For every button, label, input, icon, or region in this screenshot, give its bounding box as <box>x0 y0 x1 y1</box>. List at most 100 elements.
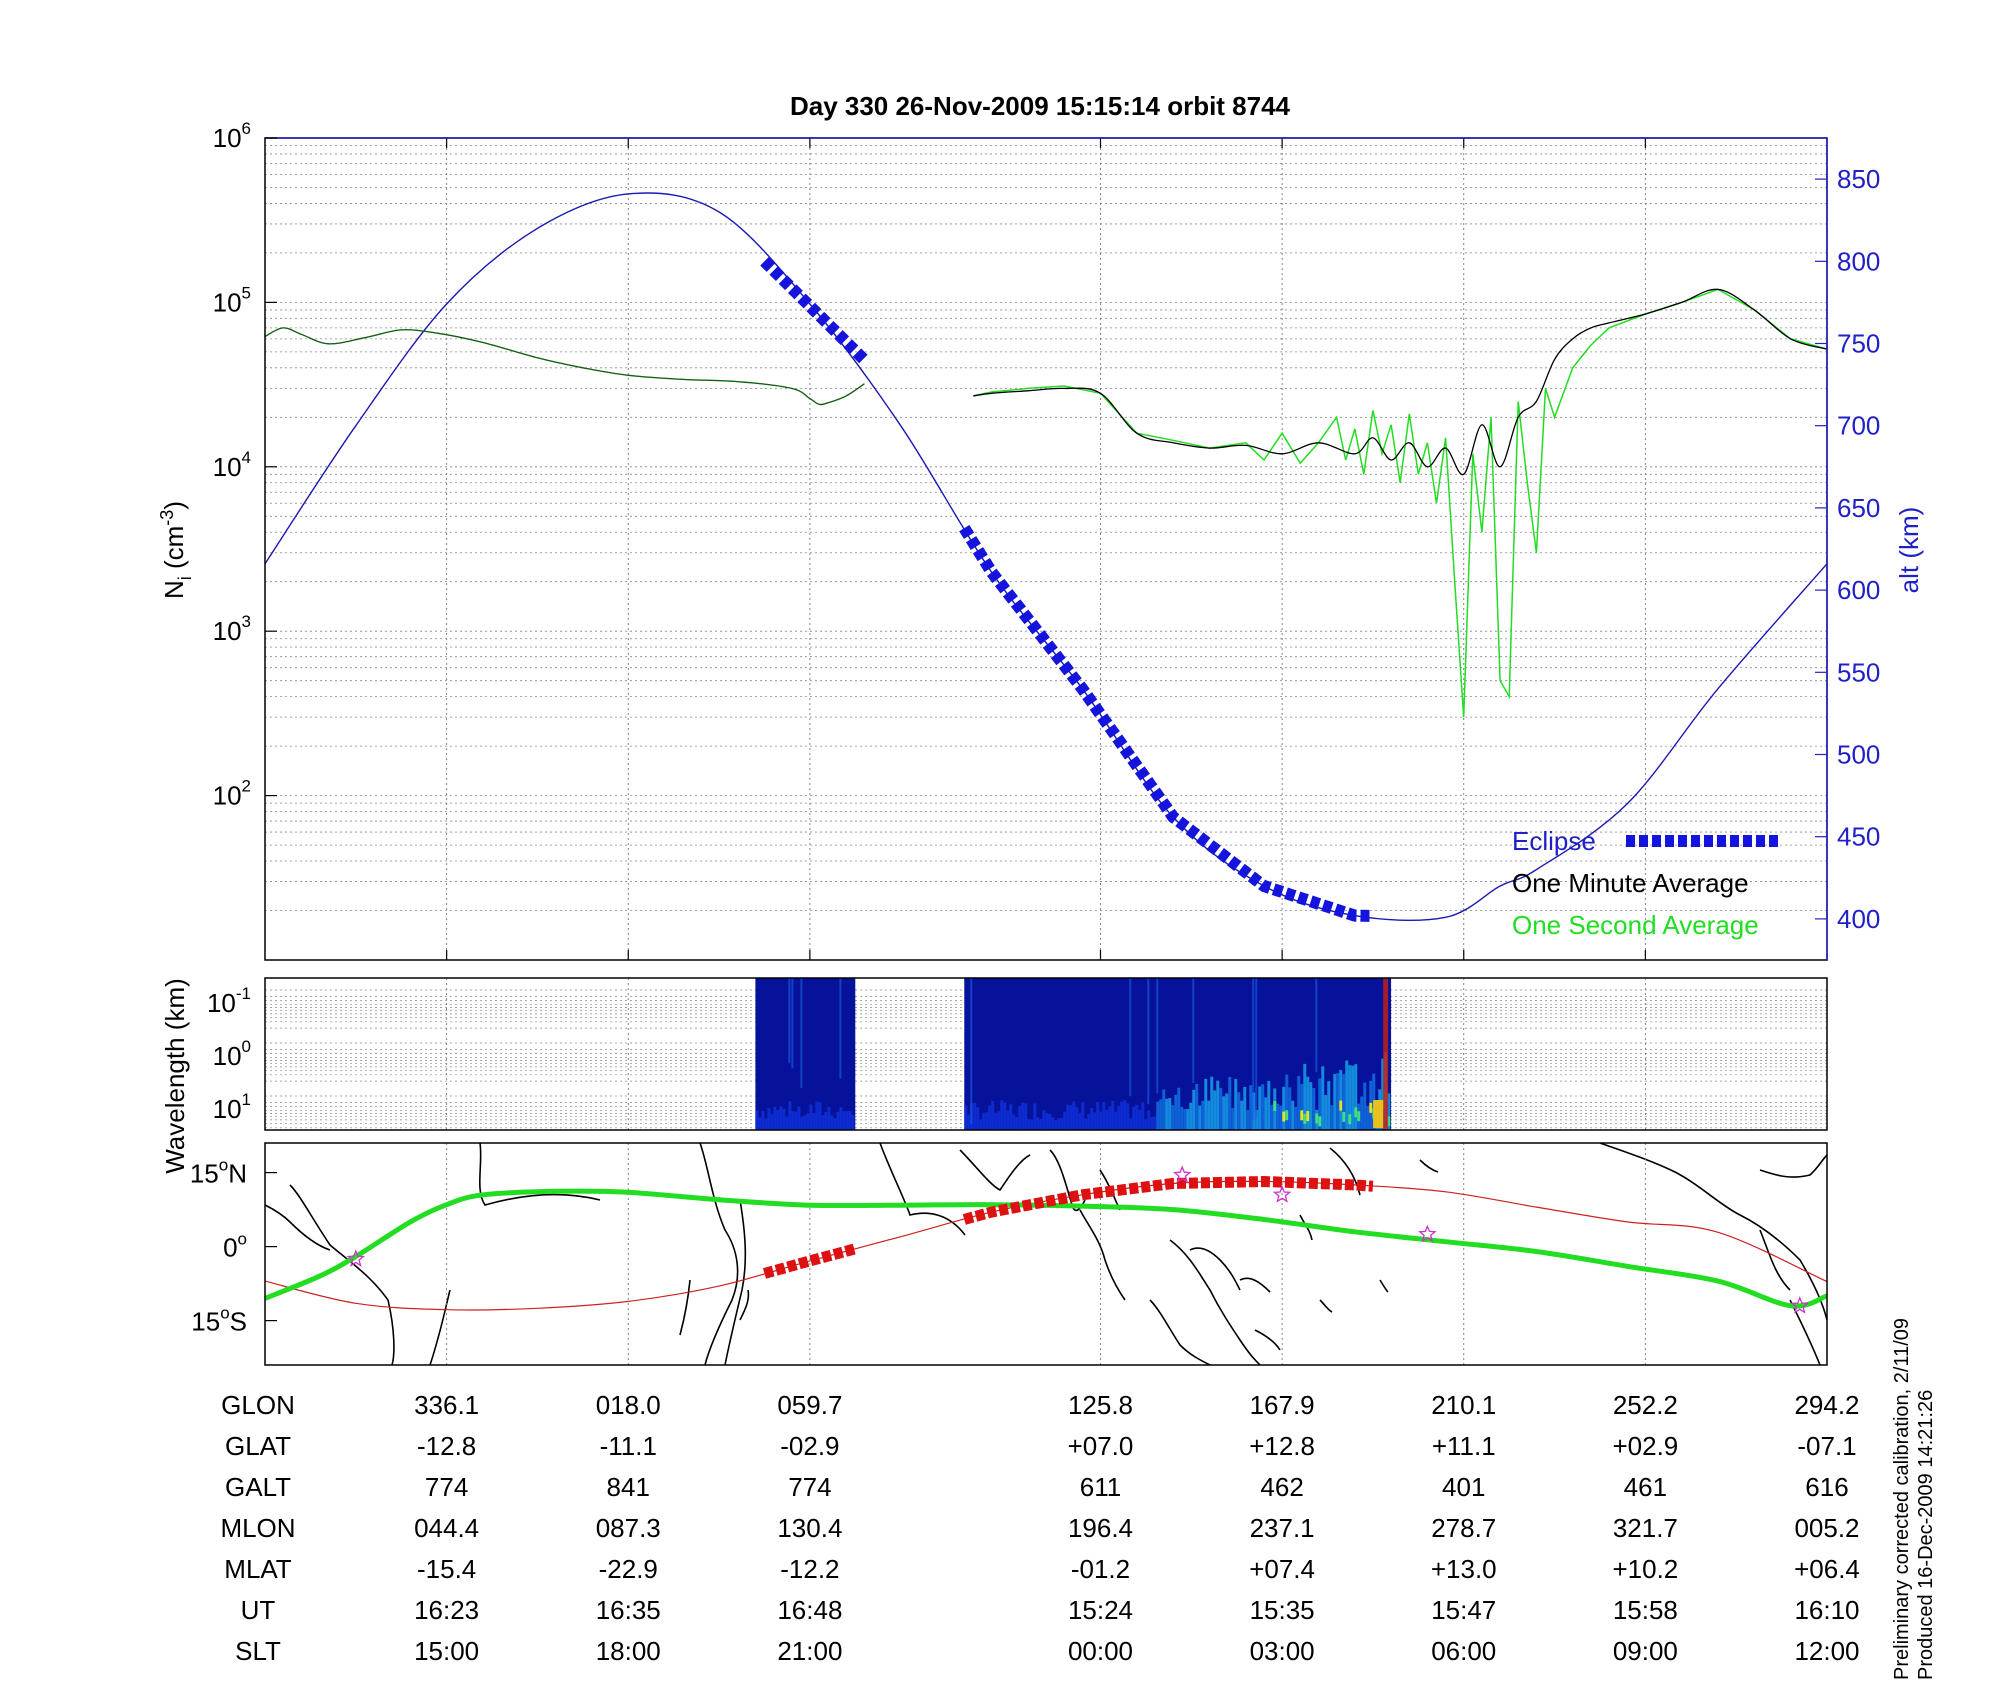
spectrogram-column <box>1306 1111 1310 1122</box>
spectrogram-column <box>776 1110 780 1130</box>
spectrogram-column <box>1051 1117 1055 1130</box>
spectrogram-column <box>1168 1098 1172 1130</box>
spectrogram-column <box>1132 1106 1136 1130</box>
spectrogram-column <box>1027 1119 1031 1130</box>
table-cell: 044.4 <box>414 1513 479 1543</box>
table-cell: 336.1 <box>414 1390 479 1420</box>
spectrogram-column <box>1237 1092 1241 1130</box>
eclipse-markers <box>760 257 1373 922</box>
spectrogram-column <box>1348 1114 1352 1125</box>
spectrogram-column <box>827 1106 831 1130</box>
table-cell: 616 <box>1805 1472 1848 1502</box>
spectrogram-column <box>1066 1104 1070 1130</box>
spectrogram-streak <box>839 978 842 1079</box>
coastline <box>1319 1299 1333 1313</box>
density-tick-label: 103 <box>213 612 251 646</box>
table-cell: 16:48 <box>777 1595 842 1625</box>
spectrogram-column <box>1351 1065 1355 1130</box>
spectrogram-column <box>1387 1093 1391 1130</box>
eclipse-track-segment <box>962 1175 1374 1225</box>
spectrogram-column <box>1111 1100 1115 1130</box>
spectrogram-column <box>818 1102 822 1130</box>
spectrogram-column <box>1000 1100 1004 1130</box>
spectrogram-column <box>1144 1118 1148 1130</box>
spectrogram-column <box>1075 1107 1079 1130</box>
coastline <box>1254 1329 1281 1351</box>
spectrogram-column <box>1057 1118 1061 1130</box>
table-cell: -12.8 <box>417 1431 476 1461</box>
coastline <box>478 1142 601 1206</box>
spectrogram-column <box>1171 1105 1175 1130</box>
table-cell: 841 <box>607 1472 650 1502</box>
table-cell: 252.2 <box>1613 1390 1678 1420</box>
spectrogram-segments <box>755 978 1392 1130</box>
spectrogram-column <box>1273 1101 1277 1112</box>
table-cell: 16:35 <box>596 1595 661 1625</box>
spectrogram-column <box>1363 1082 1367 1130</box>
coastline <box>1239 1277 1271 1293</box>
spectrogram-column <box>1042 1110 1046 1130</box>
spectrogram-column <box>1333 1073 1337 1130</box>
spectrogram-column <box>1294 1106 1298 1130</box>
coastline <box>1759 1229 1791 1291</box>
spectrogram-column <box>809 1104 813 1130</box>
wavelength-axis-label: Wavelength (km) <box>160 978 190 1174</box>
spectrogram-column <box>1117 1105 1121 1130</box>
density-tick-label: 102 <box>213 777 251 811</box>
density-axis-label: Ni (cm-3) <box>157 501 195 599</box>
spectrogram-column <box>1300 1110 1304 1121</box>
wavelength-tick-label: 10-1 <box>207 984 251 1018</box>
spectrogram-column <box>1135 1104 1139 1130</box>
spectrogram-column <box>1177 1087 1181 1130</box>
station-star-icon <box>1172 1165 1192 1183</box>
spectrogram-column <box>1159 1099 1163 1130</box>
spectrogram-column <box>815 1101 819 1130</box>
spectrogram-column <box>1099 1111 1103 1130</box>
spectrogram-column <box>839 1107 843 1130</box>
coastline <box>1599 1142 1828 1321</box>
spectrogram-column <box>967 1114 971 1130</box>
spectrogram-column <box>779 1106 783 1130</box>
table-cell: 774 <box>425 1472 468 1502</box>
spectrogram-column <box>812 1112 816 1130</box>
spectrogram-streak <box>1156 978 1159 1094</box>
spectrogram-column <box>1342 1074 1346 1130</box>
table-row-label: GLAT <box>225 1431 291 1461</box>
table-cell: 237.1 <box>1250 1513 1315 1543</box>
spectrogram-column <box>1180 1106 1184 1130</box>
coastline <box>1789 1299 1821 1366</box>
spectrogram-streak <box>1147 978 1150 1105</box>
table-cell: 130.4 <box>777 1513 842 1543</box>
spectrogram-column <box>791 1111 795 1130</box>
spectrogram-column <box>1345 1060 1349 1130</box>
spectrogram-column <box>1087 1113 1091 1130</box>
table-cell: 18:00 <box>596 1636 661 1666</box>
spectrogram-column <box>1243 1086 1247 1130</box>
table-cell: 210.1 <box>1431 1390 1496 1420</box>
spectrogram-column <box>1258 1086 1262 1130</box>
table-cell: +07.0 <box>1068 1431 1134 1461</box>
spectrogram-column <box>1279 1105 1283 1130</box>
table-cell: +10.2 <box>1612 1554 1678 1584</box>
spectrogram-column <box>830 1115 834 1130</box>
latitude-tick-label: 15oN <box>190 1156 247 1189</box>
table-row-label: MLON <box>220 1513 295 1543</box>
spectrogram-column <box>1387 1116 1391 1127</box>
table-cell: +07.4 <box>1249 1554 1315 1584</box>
spectrogram-column <box>1318 1078 1322 1130</box>
spectrogram-column <box>1339 1069 1343 1130</box>
density-tick-label: 104 <box>213 448 251 482</box>
map-frame <box>264 1142 1828 1366</box>
table-cell: 09:00 <box>1613 1636 1678 1666</box>
eclipse-segment <box>760 257 869 365</box>
spectrogram-column <box>1303 1113 1307 1124</box>
station-star-icon <box>346 1249 366 1267</box>
table-cell: 018.0 <box>596 1390 661 1420</box>
spectrogram-column <box>1303 1063 1307 1130</box>
spectrogram-column <box>1381 1058 1385 1130</box>
spectrogram-column <box>758 1117 762 1130</box>
table-cell: 461 <box>1624 1472 1667 1502</box>
table-cell: 06:00 <box>1431 1636 1496 1666</box>
spectrogram-column <box>770 1114 774 1130</box>
spectrogram-column <box>842 1111 846 1130</box>
